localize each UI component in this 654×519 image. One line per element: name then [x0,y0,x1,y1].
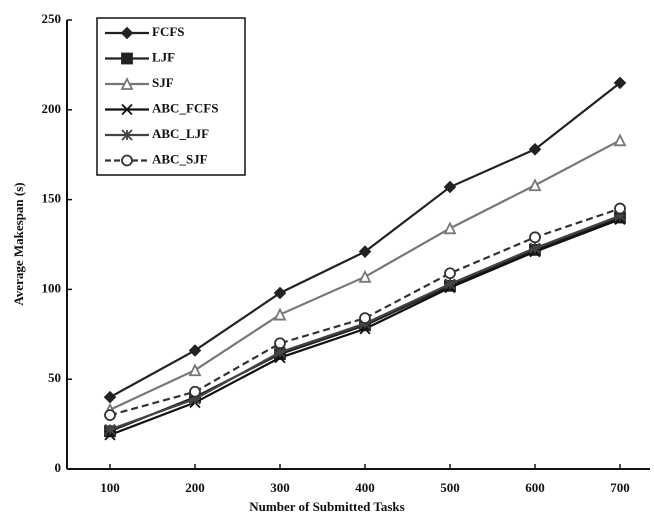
marker [443,221,457,235]
y-tick-label: 250 [42,11,62,26]
marker [528,143,542,156]
x-tick-label: 200 [185,480,205,495]
marker [273,286,287,300]
x-tick-label: 700 [610,480,630,495]
marker [358,245,372,258]
legend-label: ABC_FCFS [152,100,218,115]
x-axis-label: Number of Submitted Tasks [249,499,404,514]
y-tick-label: 0 [55,460,62,475]
marker [103,390,117,404]
legend-label: ABC_SJF [152,151,208,166]
x-tick-label: 300 [270,480,290,495]
y-tick-label: 100 [42,280,62,295]
marker [444,278,456,290]
y-tick-label: 200 [42,101,62,116]
marker [528,178,542,192]
marker [188,363,202,377]
legend-label: SJF [152,75,174,90]
marker [121,129,133,141]
marker [104,429,116,441]
marker [121,52,133,65]
marker [120,26,134,40]
marker [189,385,201,398]
marker [273,307,287,321]
marker [613,133,627,147]
marker [121,154,133,167]
marker [443,180,457,194]
marker [274,337,286,350]
x-tick-label: 600 [525,480,545,495]
marker [188,344,202,357]
marker [120,76,134,90]
marker [614,210,626,222]
x-tick-label: 500 [440,480,460,495]
y-tick-label: 50 [48,370,61,385]
marker [613,76,627,90]
marker [104,423,116,436]
x-tick-label: 100 [100,480,120,495]
legend-label: LJF [152,49,175,64]
marker [121,103,133,116]
marker [614,202,626,215]
legend-label: ABC_LJF [152,126,209,141]
marker [529,231,541,244]
marker [358,269,372,283]
marker [274,346,286,358]
marker [189,393,201,405]
series-line [109,207,621,417]
legend-box [96,17,246,176]
marker [359,312,371,325]
marker [529,242,541,254]
y-axis-label: Average Makespan (s) [11,182,26,305]
x-tick-label: 400 [355,480,375,495]
marker [444,267,456,280]
y-tick-label: 150 [42,191,62,206]
legend-label: FCFS [152,24,185,39]
marker [104,409,116,422]
